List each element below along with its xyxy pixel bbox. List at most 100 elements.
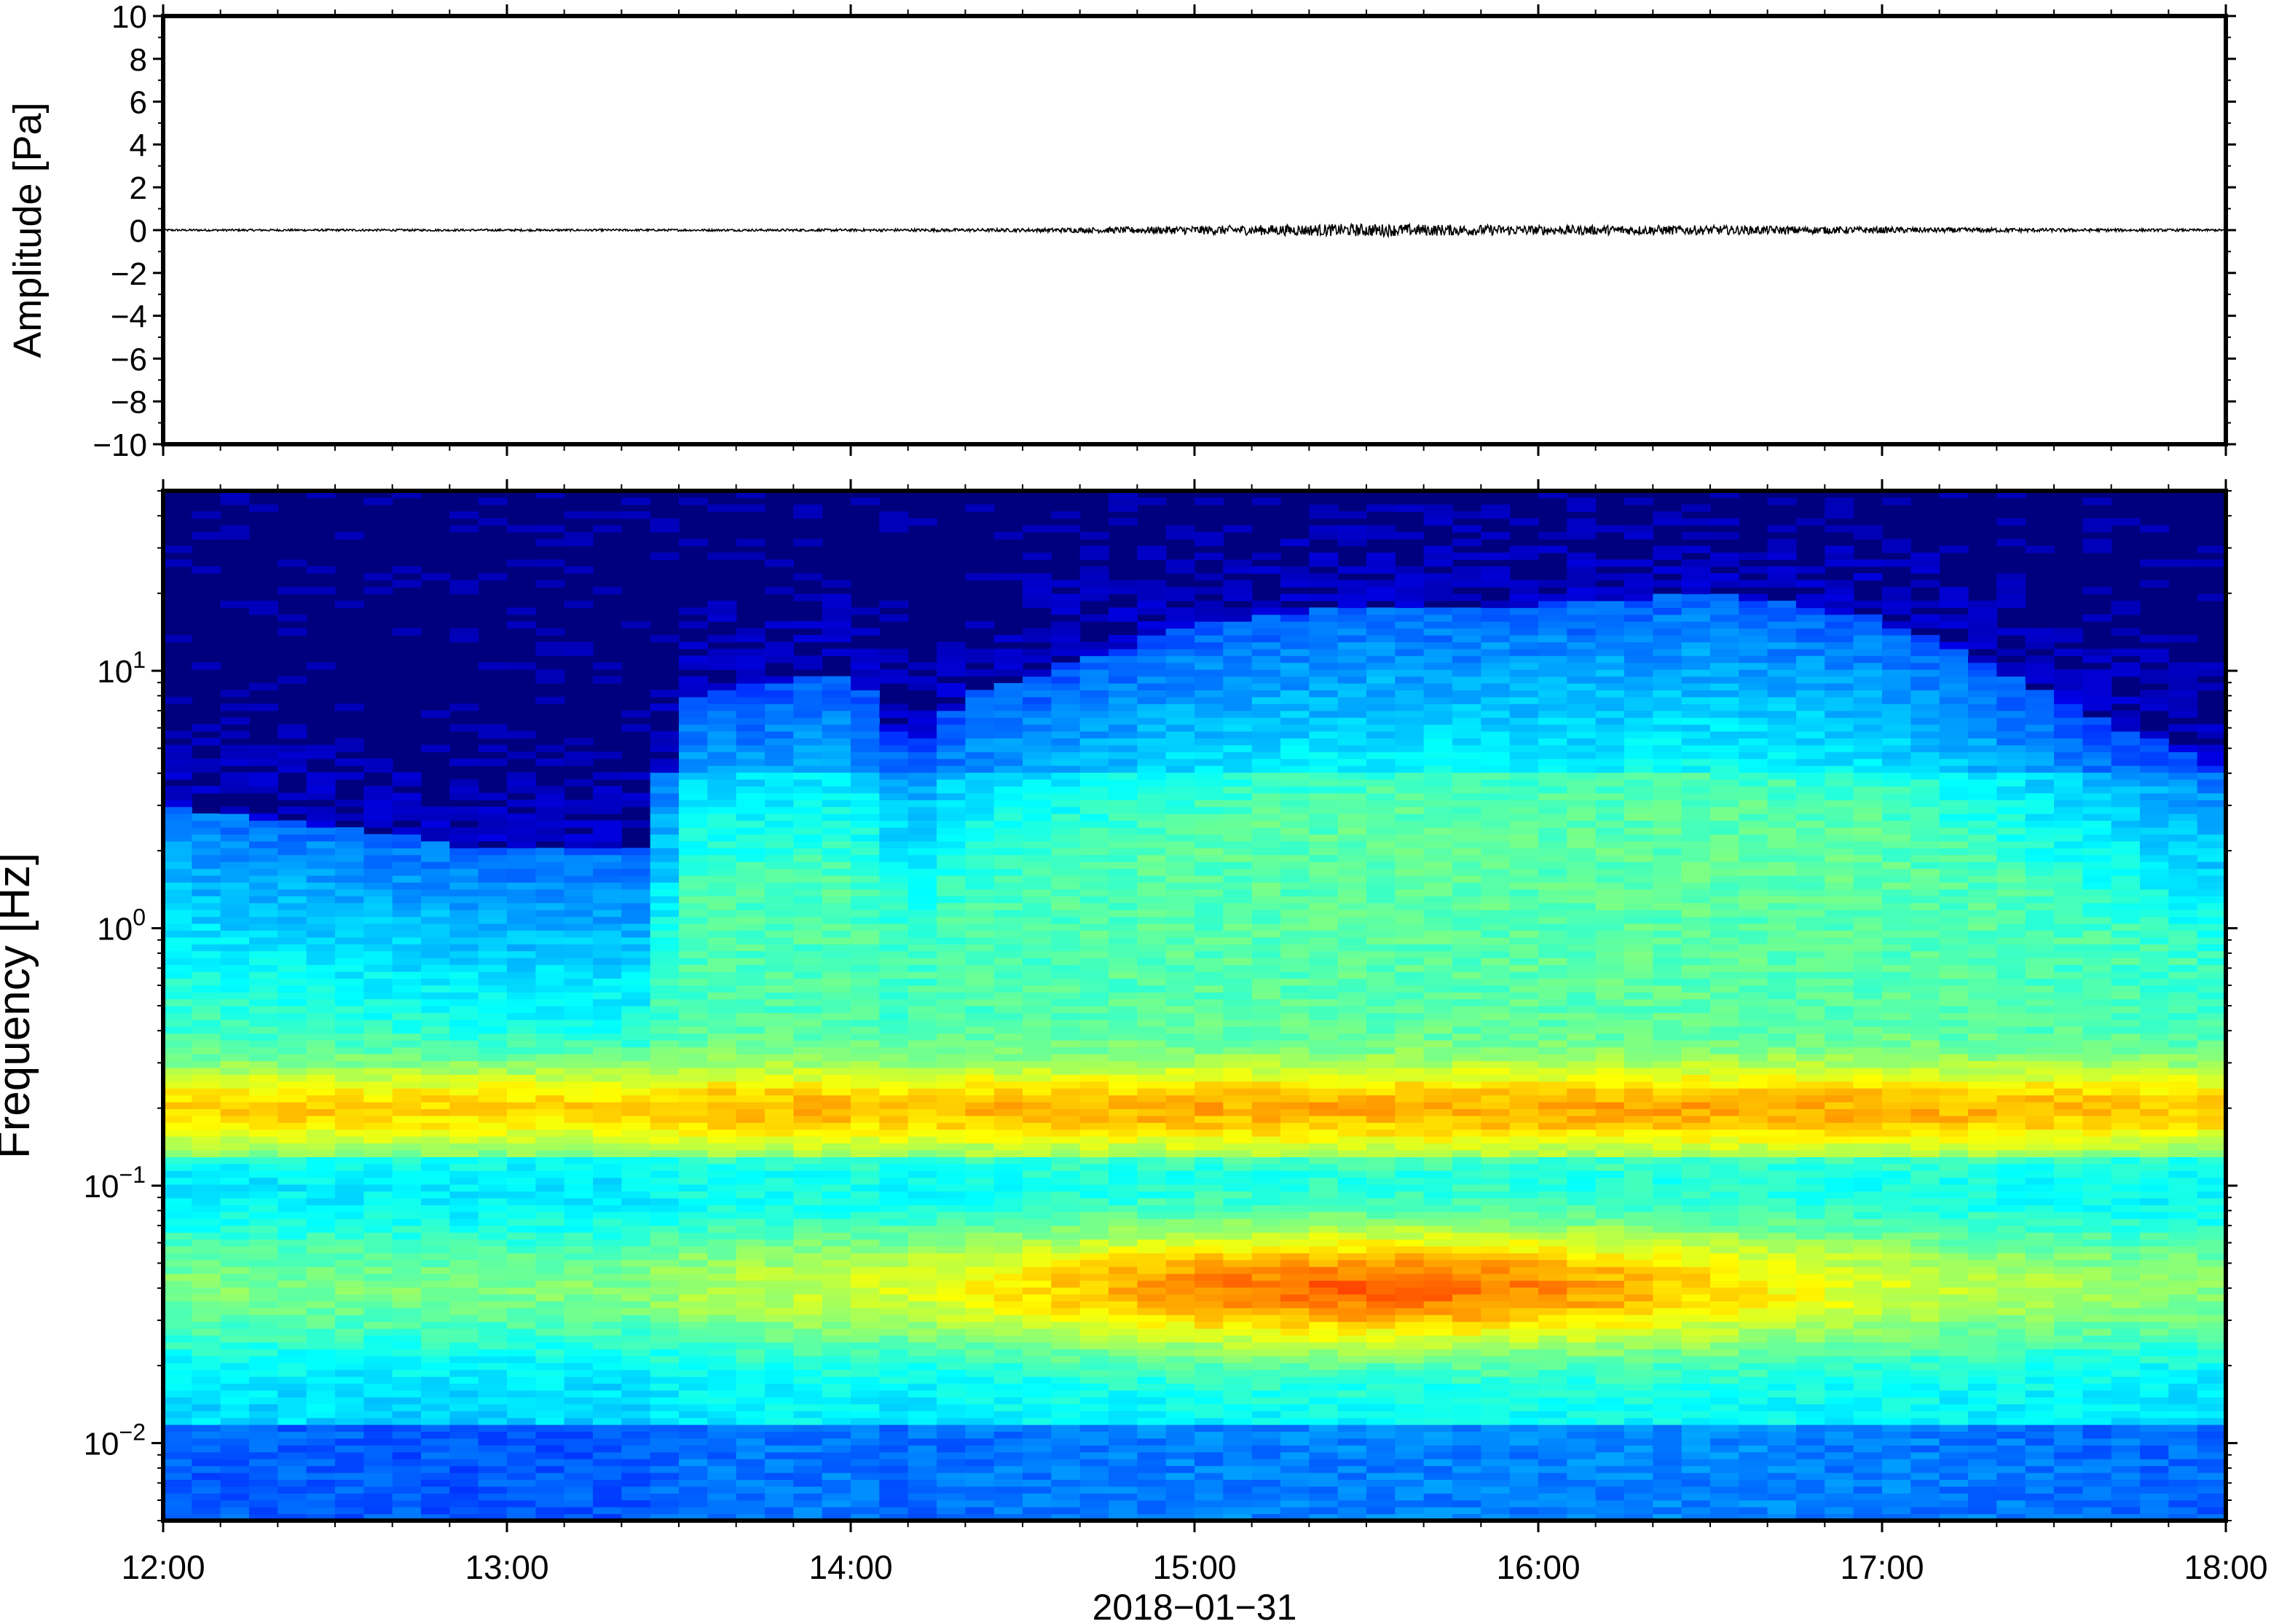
spectrogram-cell [163, 971, 192, 979]
spectrogram-cell [965, 1067, 995, 1075]
spectrogram-cell [993, 806, 1023, 814]
spectrogram-cell [1251, 1390, 1281, 1398]
spectrogram-cell [1165, 944, 1195, 952]
spectrogram-cell [449, 923, 479, 931]
spectrogram-cell [192, 910, 221, 918]
spectrogram-cell [908, 1046, 937, 1055]
spectrogram-cell [478, 1349, 508, 1357]
spectrogram-cell [1165, 888, 1195, 896]
spectrogram-cell [879, 1101, 909, 1109]
spectrogram-cell [392, 1074, 422, 1082]
spectrogram-cell [1165, 1081, 1195, 1089]
spectrogram-cell [564, 1033, 594, 1041]
spectrogram-cell [621, 1499, 651, 1507]
spectrogram-cell [822, 1143, 851, 1151]
waveform-y-tick-label: 8 [130, 42, 147, 78]
spectrogram-cell [937, 950, 966, 958]
spectrogram-cell [736, 779, 765, 787]
spectrogram-cell [908, 971, 937, 979]
spectrogram-cell [306, 1479, 336, 1487]
spectrogram-cell [1223, 1486, 1253, 1494]
spectrogram-cell [1137, 944, 1167, 952]
spectrogram-cell [1165, 682, 1195, 690]
spectrogram-cell [793, 1046, 823, 1055]
spectrogram-cell [650, 1513, 680, 1521]
spectrogram-cell [363, 1507, 393, 1515]
spectrogram-cell [965, 1465, 995, 1473]
spectrogram-cell [249, 1205, 278, 1213]
spectrogram-cell [621, 992, 651, 1000]
spectrogram-cell [822, 1465, 851, 1473]
spectrogram-cell [879, 827, 909, 835]
spectrogram-cell [707, 1280, 737, 1288]
spectrogram-cell [1079, 1363, 1109, 1371]
spectrogram-cell [249, 1280, 278, 1288]
spectrogram-cell [851, 648, 880, 656]
spectrogram-cell [278, 1170, 307, 1178]
spectrogram-cell [478, 1287, 508, 1295]
spectrogram-cell [220, 532, 250, 540]
spectrogram-cell [449, 1493, 479, 1501]
spectrogram-cell [851, 854, 880, 862]
spectrogram-cell [593, 875, 622, 883]
spectrogram-cell [1223, 772, 1253, 780]
spectrogram-cell [1079, 1218, 1109, 1226]
spectrogram-cell [621, 1335, 651, 1343]
spectrogram-cell [1023, 1355, 1052, 1363]
spectrogram-cell [249, 1301, 278, 1309]
spectrogram-cell [679, 779, 708, 787]
spectrogram-cell [564, 758, 594, 766]
spectrogram-cell [1079, 1040, 1109, 1048]
spectrogram-cell [1251, 1459, 1281, 1467]
spectrogram-cell [851, 682, 880, 690]
spectrogram-cell [937, 1074, 966, 1082]
spectrogram-cell [765, 1307, 794, 1315]
spectrogram-cell [249, 682, 278, 690]
spectrogram-cell [163, 545, 192, 553]
spectrogram-cell [621, 985, 651, 993]
spectrogram-cell [507, 1473, 536, 1481]
spectrogram-cell [707, 724, 737, 732]
spectrogram-cell [564, 1438, 594, 1446]
spectrogram-cell [421, 1115, 450, 1123]
spectrogram-cell [449, 1431, 479, 1439]
spectrogram-cell [822, 738, 851, 746]
spectrogram-cell [993, 1053, 1023, 1062]
spectrogram-cell [1023, 882, 1052, 890]
spectrogram-cell [822, 1191, 851, 1199]
spectrogram-cell [507, 937, 536, 945]
spectrogram-cell [163, 1163, 192, 1171]
spectrogram-cell [822, 1184, 851, 1192]
spectrogram-cell [707, 1122, 737, 1130]
spectrogram-cell [1023, 648, 1052, 656]
spectrogram-cell [879, 669, 909, 677]
spectrogram-cell [421, 1225, 450, 1233]
spectrogram-cell [879, 985, 909, 993]
spectrogram-cell [736, 862, 765, 870]
spectrogram-cell [220, 779, 250, 787]
spectrogram-cell [1165, 1314, 1195, 1323]
spectrogram-cell [621, 1095, 651, 1103]
spectrogram-cell [1023, 752, 1052, 760]
spectrogram-cell [1194, 1493, 1224, 1501]
spectrogram-cell [306, 1465, 336, 1473]
spectrogram-cell [993, 1486, 1023, 1494]
spectrogram-cell [478, 971, 508, 979]
spectrogram-cell [650, 827, 680, 835]
spectrogram-cell [793, 813, 823, 821]
spectrogram-cell [1251, 669, 1281, 677]
spectrogram-cell [1165, 1355, 1195, 1363]
spectrogram-cell [822, 1239, 851, 1247]
spectrogram-cell [621, 820, 651, 828]
spectrogram-cell [335, 1081, 364, 1089]
spectrogram-cell [879, 1184, 909, 1192]
spectrogram-cell [220, 1239, 250, 1247]
spectrogram-cell [564, 1424, 594, 1432]
spectrogram-cell [220, 971, 250, 979]
spectrogram-cell [822, 1046, 851, 1055]
spectrogram-cell [278, 1006, 307, 1014]
spectrogram-cell [993, 985, 1023, 993]
spectrogram-cell [908, 1438, 937, 1446]
spectrogram-cell [478, 1197, 508, 1205]
spectrogram-cell [478, 978, 508, 986]
